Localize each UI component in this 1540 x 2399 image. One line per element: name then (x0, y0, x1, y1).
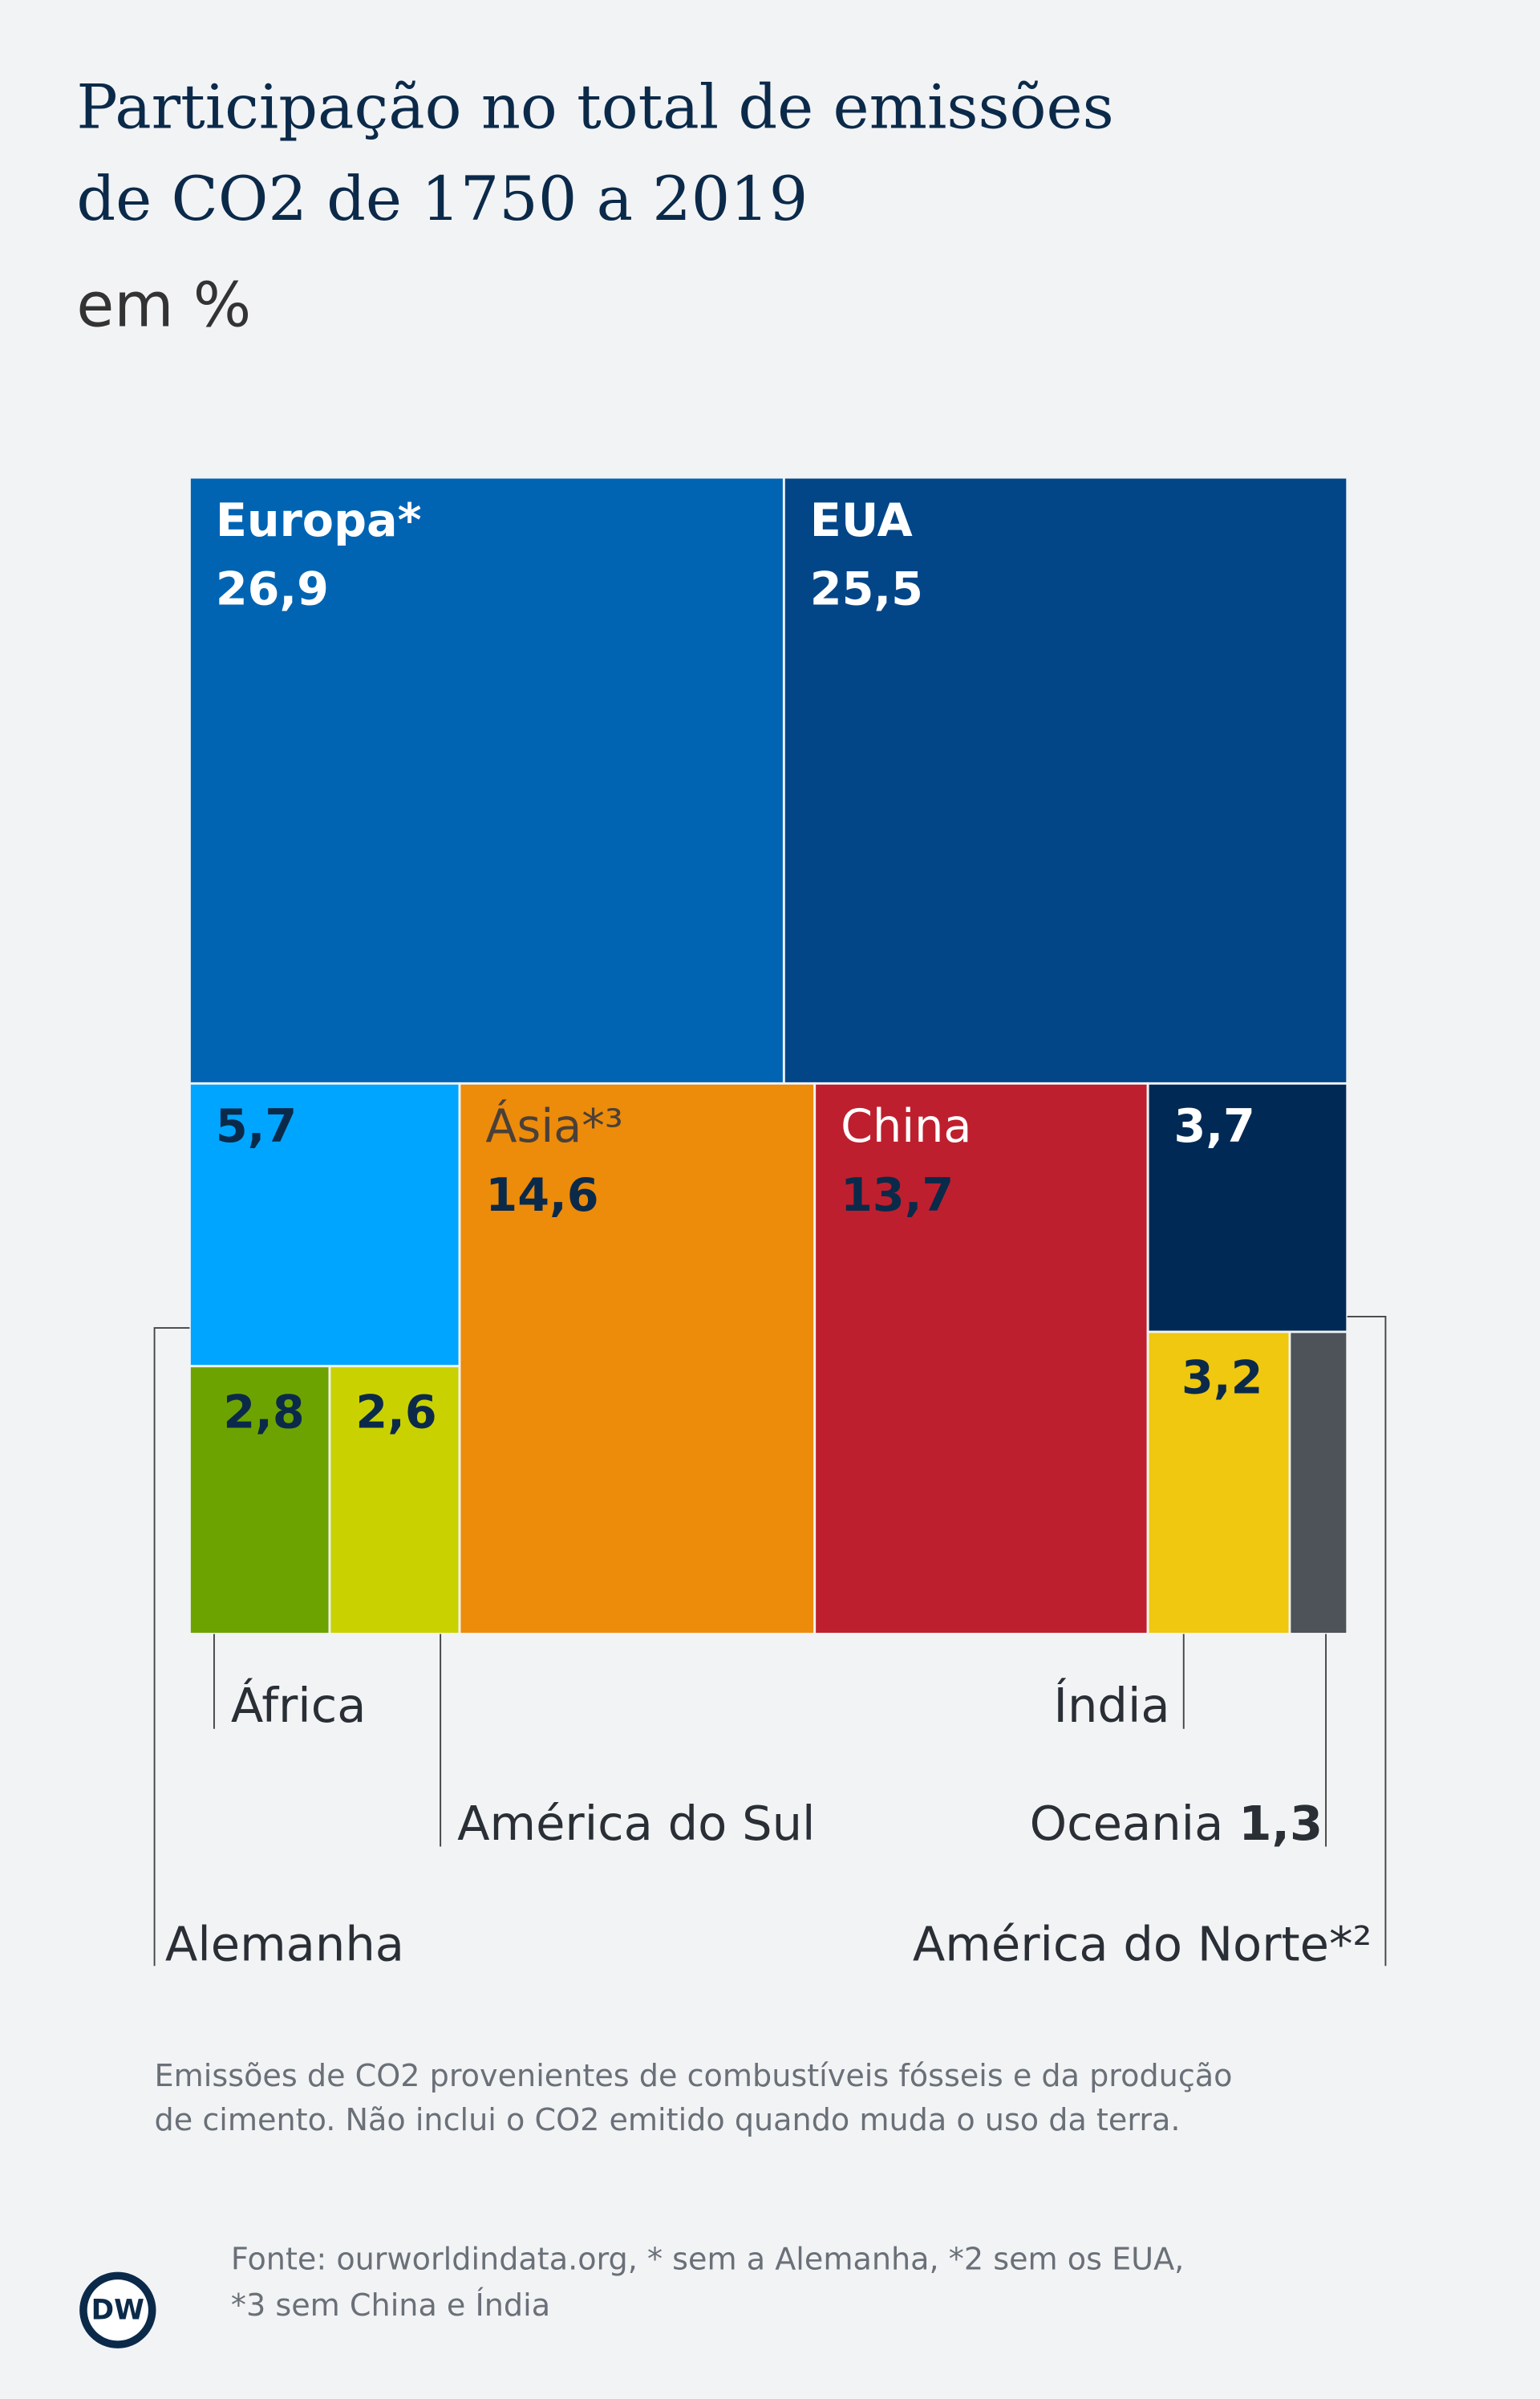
logo-inner (87, 2279, 148, 2341)
value-label: 14,6 (485, 1169, 598, 1222)
category-label: Oceania (1030, 1796, 1224, 1851)
cell (813, 1082, 1149, 1635)
source-line: Fonte: ourworldindata.org, * sem a Alema… (231, 2242, 1184, 2277)
cell-name: Europa* (216, 494, 422, 547)
category-label: Índia (1054, 1678, 1170, 1733)
note-line: Emissões de CO2 provenientes de combustí… (155, 2058, 1233, 2093)
category-label: África (231, 1678, 367, 1733)
treemap: Europa* 26,9 EUA 25,5 5,7 2,8 2,6 Ásia*³ 14,6 Chi… (153, 476, 1387, 1971)
cell (188, 1365, 331, 1635)
value-label: 13,7 (841, 1169, 954, 1222)
value-label: 3,2 (1181, 1352, 1262, 1405)
value-label: 25,5 (810, 563, 923, 616)
value-label: 2,6 (355, 1386, 436, 1439)
value-label: 2,8 (223, 1386, 304, 1439)
cell-name: China (841, 1100, 971, 1153)
title-line: de CO2 de 1750 a 2019 (76, 163, 808, 234)
cell (188, 476, 785, 1085)
category-label: Alemanha (165, 1916, 404, 1971)
cell (458, 1082, 817, 1635)
cell (1146, 1082, 1349, 1333)
cell (328, 1365, 461, 1635)
value-label: 1,3 (1238, 1796, 1323, 1851)
source-line: *3 sem China e Índia (231, 2287, 550, 2323)
value-label: 3,7 (1174, 1100, 1255, 1153)
title-line: Participação no total de emissões (76, 71, 1113, 142)
cell (1146, 1330, 1291, 1635)
category-label: América do Sul (457, 1796, 815, 1851)
subtitle: em % (76, 269, 251, 340)
cell (1288, 1330, 1349, 1635)
value-label: 5,7 (216, 1100, 297, 1153)
logo: DW (91, 2295, 144, 2327)
leader-line (153, 1327, 190, 1967)
cell-name: EUA (810, 494, 913, 547)
cell-name: Ásia*³ (485, 1098, 622, 1153)
cell (188, 1082, 461, 1368)
value-label: 26,9 (216, 563, 329, 616)
note-line: de cimento. Não inclui o CO2 emitido qua… (155, 2102, 1181, 2137)
category-label: América do Norte*² (913, 1916, 1372, 1971)
leader-line (1347, 1315, 1387, 1967)
cell (782, 476, 1349, 1085)
